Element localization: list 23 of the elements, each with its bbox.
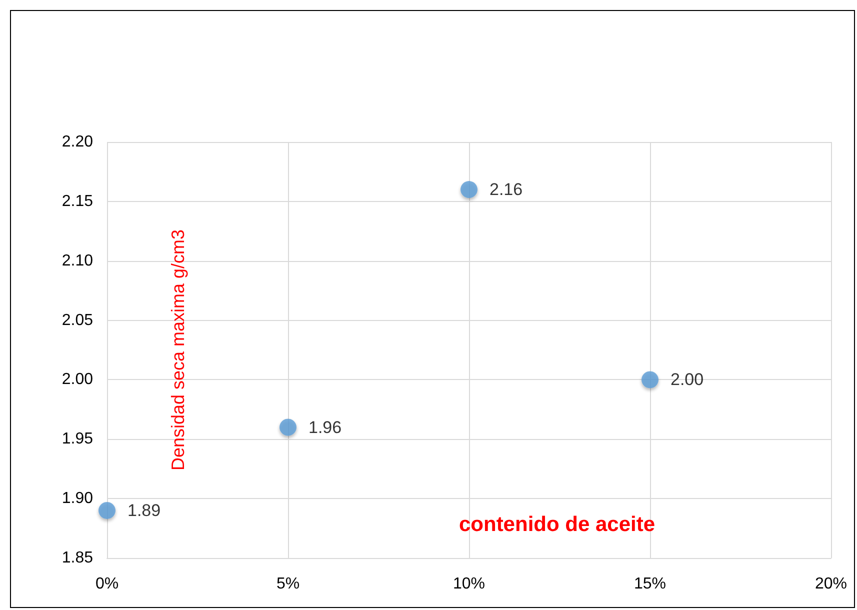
y-tick-label: 2.10 bbox=[62, 252, 94, 270]
y-tick-label: 1.90 bbox=[62, 490, 94, 508]
y-tick-label: 2.05 bbox=[62, 312, 94, 329]
y-tick-label: 2.15 bbox=[62, 192, 94, 210]
x-tick-label: 0% bbox=[95, 576, 119, 592]
point bbox=[642, 371, 658, 388]
x-axis-title: contenido de aceite bbox=[458, 513, 656, 536]
point bbox=[280, 418, 296, 436]
y-tick-label: 1.85 bbox=[62, 550, 94, 566]
y-axis-title: Densidad seca maxima g/cm3 bbox=[168, 229, 188, 471]
x-tick-label: 5% bbox=[276, 576, 300, 592]
data-label: 2.00 bbox=[670, 370, 704, 390]
y-tick-label: 2.20 bbox=[62, 134, 94, 150]
data-label: 2.16 bbox=[490, 180, 523, 200]
data-label: 1.89 bbox=[128, 500, 161, 520]
point bbox=[98, 502, 116, 519]
y-tick-label: 2.00 bbox=[62, 371, 94, 388]
x-tick-label: 20% bbox=[814, 576, 848, 592]
data-label: 1.96 bbox=[308, 418, 342, 437]
point bbox=[460, 181, 478, 198]
x-tick-label: 15% bbox=[634, 576, 666, 592]
x-tick-label: 10% bbox=[452, 576, 486, 592]
y-tick-label: 1.95 bbox=[62, 430, 94, 448]
